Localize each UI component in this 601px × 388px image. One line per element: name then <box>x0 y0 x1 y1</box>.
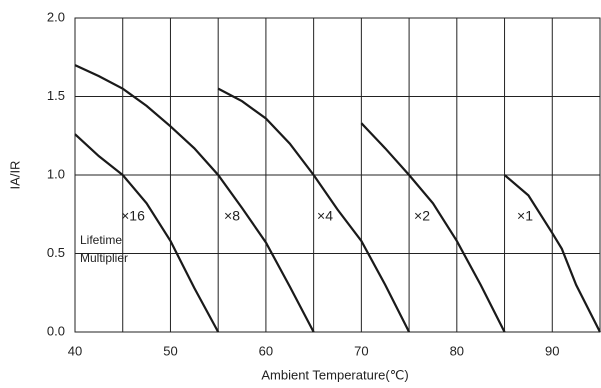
y-tick-label: 0.5 <box>47 245 65 260</box>
curve <box>74 64 315 333</box>
annotation: Lifetime <box>80 233 122 247</box>
annotation: ×2 <box>414 208 430 224</box>
x-axis-label: Ambient Temperature(℃) <box>261 367 408 382</box>
plot-frame <box>74 17 601 333</box>
x-tick-label: 80 <box>450 343 464 358</box>
annotation: ×4 <box>317 208 333 224</box>
x-tick-label: 90 <box>545 343 559 358</box>
y-tick-label: 1.0 <box>47 166 65 181</box>
annotation: ×16 <box>121 208 145 224</box>
x-tick-label: 50 <box>163 343 177 358</box>
curve <box>74 133 220 333</box>
curve <box>217 87 411 333</box>
curve <box>360 122 506 333</box>
curve <box>503 174 601 333</box>
y-axis-label: IA/IR <box>7 161 22 190</box>
annotation: Multiplier <box>80 251 128 265</box>
y-tick-label: 1.5 <box>47 88 65 103</box>
x-tick-label: 40 <box>68 343 82 358</box>
x-tick-label: 70 <box>354 343 368 358</box>
annotation: ×8 <box>224 208 240 224</box>
y-tick-label: 2.0 <box>47 9 65 24</box>
x-tick-label: 60 <box>259 343 273 358</box>
annotation: ×1 <box>517 208 533 224</box>
y-tick-label: 0.0 <box>47 323 65 338</box>
